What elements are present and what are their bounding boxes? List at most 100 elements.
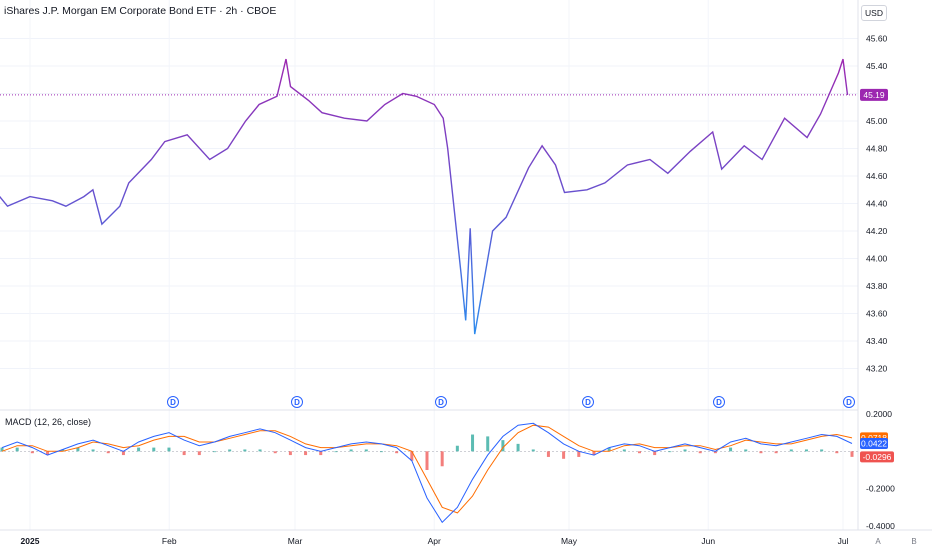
histogram-bar [531,449,535,452]
histogram-bar [471,434,475,452]
histogram-bar [683,449,687,452]
dividend-marker-label: D [585,398,591,407]
histogram-bar [835,451,839,454]
histogram-bar [410,451,414,461]
last-price-tag: 45.19 [860,88,888,101]
dividend-marker-label: D [170,398,176,407]
histogram-bar [486,436,490,452]
dividend-marker-icon [291,396,303,408]
time-axis-label: May [561,536,578,546]
histogram-bar [167,447,171,452]
histogram-bar [91,449,95,452]
dividend-marker-icon [582,396,594,408]
histogram-bar [774,451,778,454]
histogram-bar [30,451,34,454]
histogram-bar [546,451,550,457]
price-tick-label: 44.40 [866,199,888,209]
histogram-bar [425,451,429,470]
histogram-bar [729,447,733,452]
histogram-bar [577,451,581,457]
macd-tick-label: -0.2000 [866,484,895,494]
histogram-bar [698,451,702,454]
histogram-bar [440,451,444,467]
time-axis-labels: 2025 Feb Mar Apr May Jun Jul [21,536,849,546]
price-tick-label: 43.80 [866,281,888,291]
histogram-bar [653,451,657,456]
last-price-tag-bg [860,88,888,101]
histogram-value: -0.0296 [863,452,892,462]
histogram-bar [562,451,566,459]
dividend-marker-label: D [438,398,444,407]
histogram-bar [501,440,505,452]
histogram-bar [713,451,717,454]
price-tick-label: 45.60 [866,34,888,44]
histogram-bar [46,451,50,456]
price-series-line [0,58,849,335]
time-axis-label: Apr [428,536,441,546]
histogram-bar [804,449,808,452]
price-tick-label: 44.20 [866,226,888,236]
macd-signal-line [1,424,853,514]
macd-value-tags: 0.0718 0.0422 -0.0296 [860,432,894,463]
histogram-bar [243,449,247,452]
histogram-bar [152,447,156,452]
histogram-bar [789,449,793,452]
price-tick-label: 45.00 [866,116,888,126]
histogram-bar [744,449,748,452]
histogram-bar [197,451,201,456]
price-tick-label: 43.40 [866,336,888,346]
scale-button-b[interactable]: B [911,537,916,546]
time-axis-label: Feb [162,536,177,546]
histogram-bar [379,451,383,453]
time-axis-label: Mar [288,536,303,546]
time-axis-label: Jul [838,536,849,546]
macd-histogram [0,434,854,470]
histogram-bar [638,451,641,454]
histogram-bar [592,451,596,456]
price-tick-label: 44.80 [866,144,888,154]
signal-value: 0.0718 [861,433,887,443]
scale-button-a[interactable]: A [875,537,881,546]
histogram-bar [228,449,232,452]
histogram-bar [349,449,353,452]
macd-title: MACD (12, 26, close) [5,417,91,427]
histogram-bar [820,449,824,452]
histogram-bar [622,449,626,452]
histogram-bar [759,451,763,454]
histogram-bar [137,447,141,452]
macd-axis-ticks: 0.2000 -0.2000 -0.4000 [866,409,895,531]
histogram-bar [15,447,19,452]
histogram-bar [364,449,368,452]
histogram-bar [334,451,338,453]
dividend-marker-label: D [294,398,300,407]
price-tick-label: 45.40 [866,61,888,71]
dividend-marker-icon [713,396,725,408]
histogram-bar [319,451,323,456]
histogram-bar [304,451,308,456]
macd-value: 0.0422 [861,438,887,448]
histogram-bar [273,451,277,454]
macd-tick-label: 0.2000 [866,409,892,419]
dividend-marker-icon [167,396,179,408]
histogram-bar [61,449,65,452]
last-price-value: 45.19 [863,90,885,100]
histogram-tag-bg [860,451,894,463]
histogram-bar [121,451,125,456]
price-tick-label: 44.00 [866,254,888,264]
histogram-bar [850,451,854,457]
macd-line [1,422,853,524]
histogram-bar [258,449,262,452]
price-tick-label: 43.60 [866,309,888,319]
price-tick-label: 43.20 [866,364,888,374]
currency-button[interactable]: USD [861,5,887,21]
histogram-bar [76,447,80,452]
histogram-bar [516,443,520,452]
histogram-bar [182,451,186,456]
macd-tag-bg [860,437,888,449]
histogram-bar [288,451,292,456]
dividend-marker-label: D [846,398,852,407]
histogram-bar [213,451,216,453]
dividend-marker-icon [435,396,447,408]
